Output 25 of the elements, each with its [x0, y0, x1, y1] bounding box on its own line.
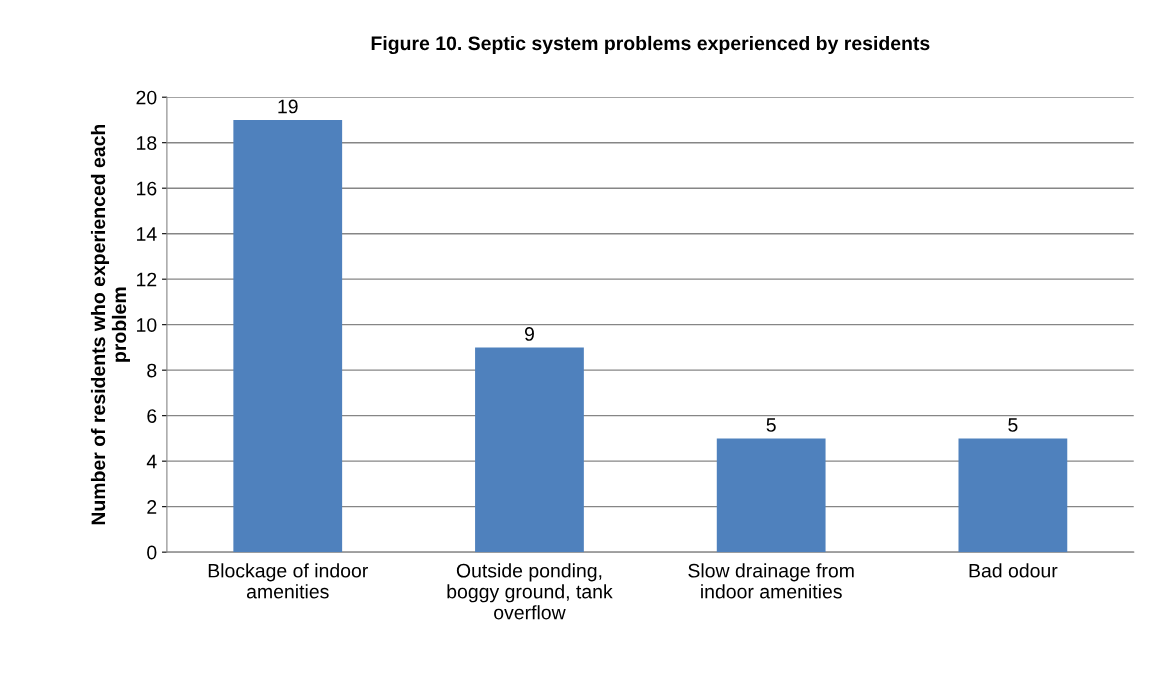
- y-tick-label: 8: [147, 363, 157, 378]
- chart-title: Figure 10. Septic system problems experienced by residents: [371, 35, 930, 55]
- y-tick-label: 6: [147, 409, 157, 423]
- y-tick-label: 0: [147, 545, 157, 560]
- y-tick-label: 14: [137, 227, 157, 241]
- y-tick-label: 12: [137, 272, 157, 287]
- bar: [958, 438, 1068, 553]
- y-tick-label: 16: [137, 181, 157, 196]
- y-tick-label: 20: [136, 90, 157, 105]
- data-label: 5: [1008, 418, 1018, 432]
- y-axis-title: Number of residents who experienced each problem: [90, 124, 130, 525]
- x-tick-label: Slow drainage from indoor amenities: [688, 563, 854, 599]
- y-tick-label: 18: [137, 136, 157, 150]
- data-label: 5: [766, 418, 776, 432]
- y-tick-label: 2: [147, 500, 157, 514]
- x-tick-label: Blockage of indoor amenities: [208, 563, 368, 599]
- data-label: 19: [278, 99, 298, 114]
- bar: [475, 347, 584, 553]
- bar: [233, 119, 343, 553]
- x-tick-label: Outside ponding, boggy ground, tank overflow: [447, 563, 613, 620]
- x-tick-label: Bad odour: [969, 563, 1058, 578]
- y-tick-label: 10: [137, 318, 157, 332]
- data-label: 9: [524, 327, 534, 341]
- bar: [716, 438, 826, 553]
- y-tick-label: 4: [146, 454, 157, 469]
